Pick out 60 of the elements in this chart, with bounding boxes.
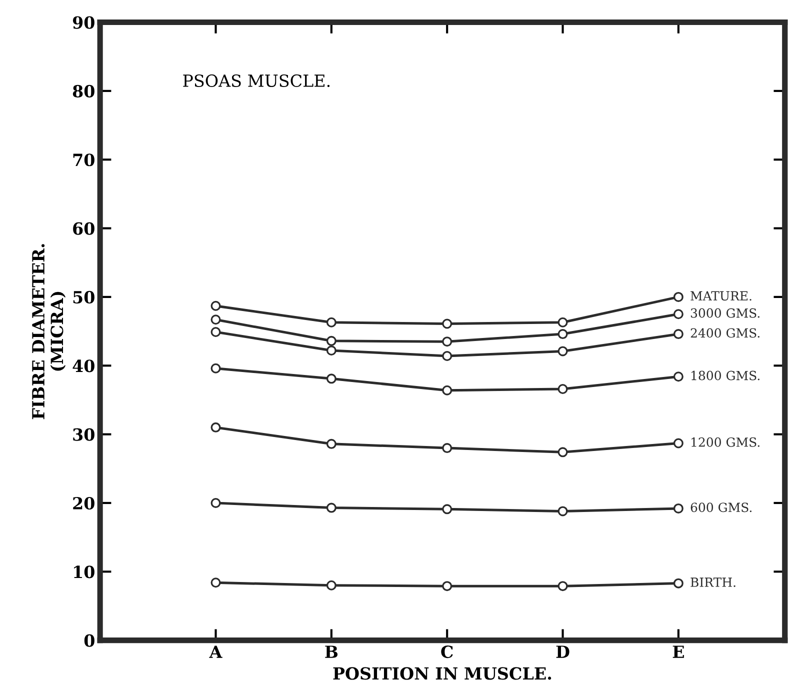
series-label: 600 GMS.	[690, 502, 752, 512]
text: PSOAS MUSCLE.	[183, 74, 330, 88]
point	[673, 329, 684, 340]
point	[673, 309, 684, 320]
series-label: 1200 GMS.	[692, 437, 760, 447]
point	[326, 346, 336, 356]
point	[442, 336, 452, 347]
y-tick-label: 10	[74, 566, 94, 578]
y-tick-label: 70	[73, 154, 94, 166]
series-label: 2400 GMS.	[690, 328, 760, 338]
point	[673, 503, 684, 514]
point	[558, 346, 568, 356]
point	[442, 318, 452, 329]
x-axis-title: POSITION IN MUSCLE.	[333, 667, 552, 680]
y-tick-label: 80	[72, 84, 94, 98]
x-tick-label: D	[556, 646, 570, 658]
y-tick-label: 90	[72, 16, 94, 29]
series-label: 3000 GMS.	[690, 308, 760, 318]
point	[210, 578, 221, 588]
point	[326, 438, 336, 449]
point	[326, 502, 336, 513]
y-axis-title: FIBRE DIAMETER. (MICRA)	[32, 244, 66, 420]
series-label: MATURE.	[690, 291, 752, 301]
point	[673, 292, 684, 302]
y-tick-label: 0	[84, 634, 94, 647]
point	[210, 300, 221, 311]
point	[442, 504, 452, 514]
point	[326, 317, 336, 328]
point	[558, 384, 568, 394]
x-tick-label: C	[441, 645, 453, 658]
point	[442, 351, 452, 362]
point	[673, 372, 684, 382]
x-tick-label: B	[325, 646, 338, 658]
point	[673, 578, 684, 588]
point	[210, 326, 221, 337]
y-tick-label: 60	[73, 222, 94, 235]
point	[558, 506, 568, 516]
point	[326, 580, 336, 590]
point	[442, 385, 452, 396]
y-tick-label: 20	[73, 496, 94, 510]
point	[558, 447, 568, 458]
y-tick-label: 30	[73, 428, 94, 441]
x-tick-label: E	[672, 646, 684, 658]
point	[442, 581, 452, 592]
point	[326, 336, 336, 346]
series-label: 1800 GMS.	[692, 370, 760, 380]
point	[210, 363, 221, 374]
point	[210, 422, 221, 432]
series-label: BIRTH.	[690, 578, 736, 587]
point	[326, 374, 336, 384]
point	[673, 438, 684, 448]
y-tick-label: 50	[73, 290, 94, 304]
point	[442, 443, 452, 454]
x-tick-label: A	[209, 646, 222, 658]
point	[210, 498, 221, 508]
point	[210, 314, 221, 325]
point	[558, 329, 568, 340]
y-tick-label: 40	[72, 360, 94, 372]
point	[558, 581, 568, 592]
point	[558, 317, 568, 328]
